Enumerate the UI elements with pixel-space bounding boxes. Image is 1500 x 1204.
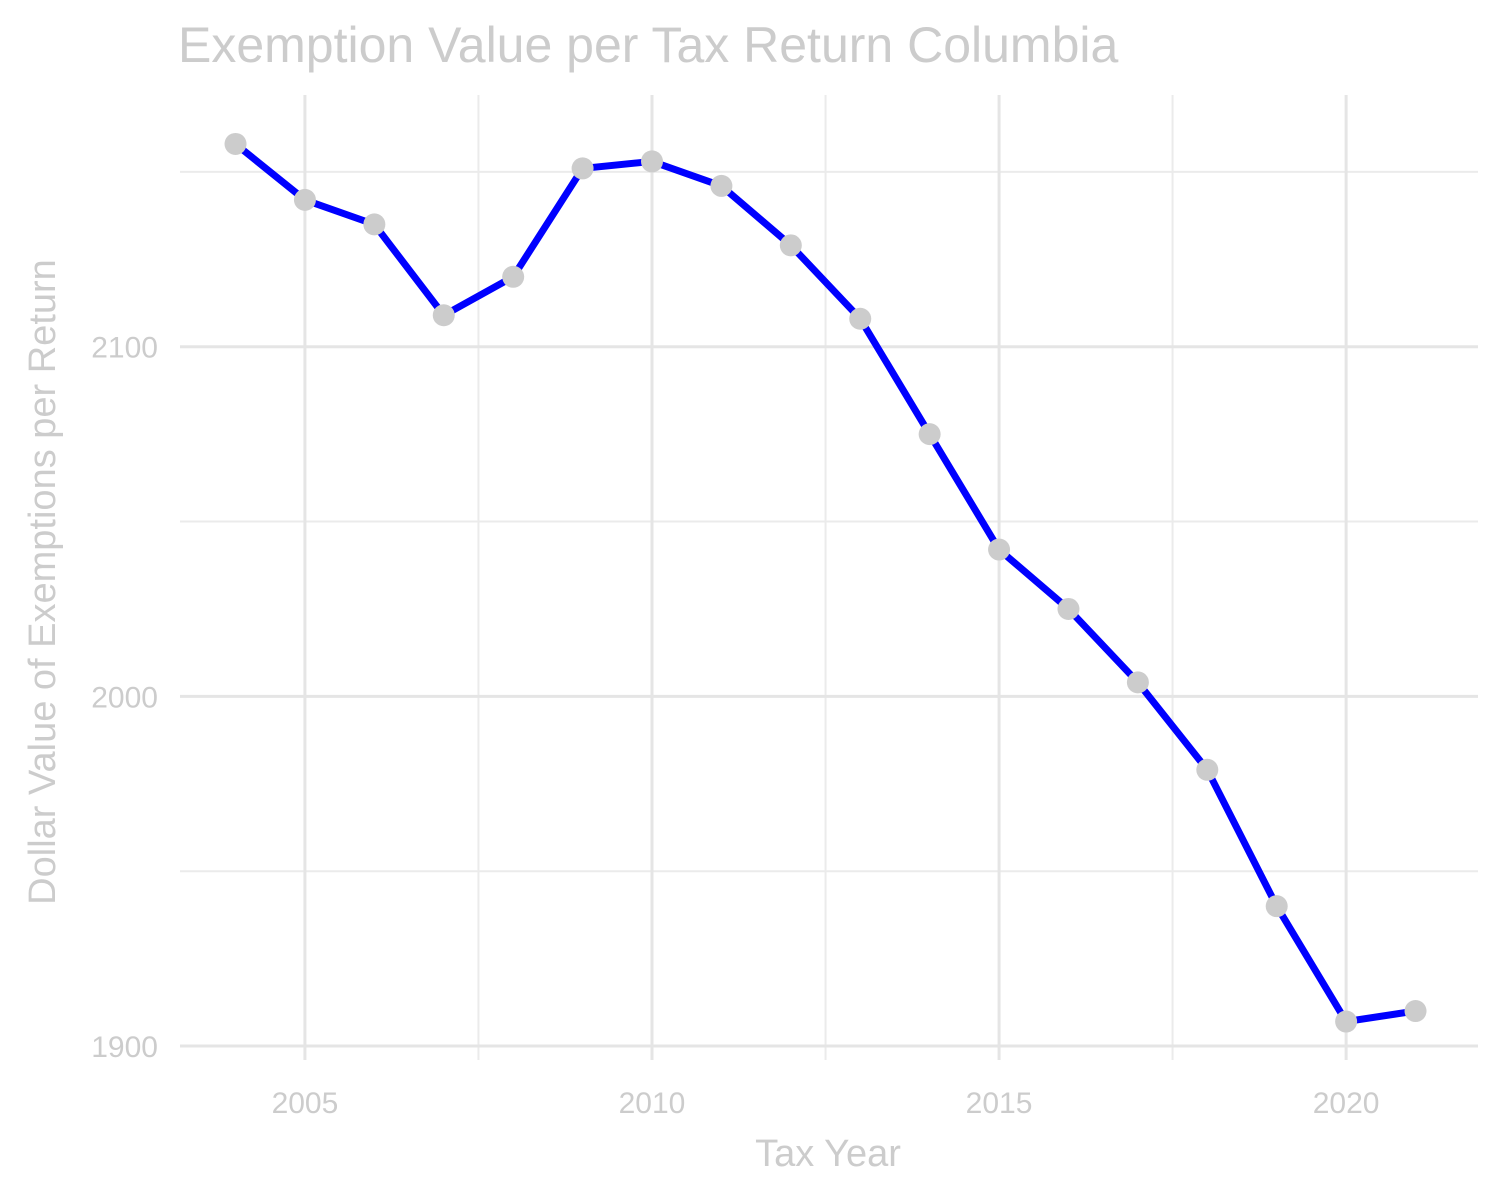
series-line bbox=[232, 140, 1420, 1026]
points-layer bbox=[224, 132, 1427, 1033]
y-tick-label: 1900 bbox=[91, 1031, 158, 1064]
x-tick-label: 2005 bbox=[272, 1087, 339, 1120]
data-point bbox=[293, 188, 316, 211]
data-point bbox=[224, 132, 247, 155]
data-point bbox=[1335, 1010, 1358, 1033]
data-point bbox=[502, 265, 525, 288]
chart-title: Exemption Value per Tax Return Columbia bbox=[178, 17, 1119, 73]
data-point bbox=[363, 213, 386, 236]
data-point bbox=[779, 234, 802, 257]
data-point bbox=[571, 157, 594, 180]
data-point bbox=[1126, 671, 1149, 694]
data-point bbox=[1196, 758, 1219, 781]
data-point bbox=[641, 150, 663, 173]
y-axis-title: Dollar Value of Exemptions per Return bbox=[22, 259, 64, 905]
tick-labels: 2005 2010 2015 2020 1900 2000 2100 bbox=[91, 332, 1379, 1120]
y-tick-label: 2000 bbox=[91, 681, 158, 714]
data-point bbox=[1404, 1000, 1427, 1023]
data-point bbox=[988, 538, 1011, 561]
x-axis-title: Tax Year bbox=[755, 1133, 901, 1175]
series-layer bbox=[232, 140, 1420, 1026]
data-point bbox=[432, 304, 455, 327]
x-tick-label: 2010 bbox=[619, 1087, 686, 1120]
data-point bbox=[1265, 895, 1288, 918]
data-point bbox=[1057, 597, 1080, 620]
x-tick-label: 2015 bbox=[966, 1087, 1033, 1120]
data-point bbox=[918, 423, 941, 446]
data-point bbox=[710, 174, 733, 197]
x-tick-label: 2020 bbox=[1313, 1087, 1380, 1120]
major-gridlines bbox=[180, 95, 1478, 1060]
y-tick-label: 2100 bbox=[91, 332, 158, 365]
data-point bbox=[849, 307, 872, 330]
